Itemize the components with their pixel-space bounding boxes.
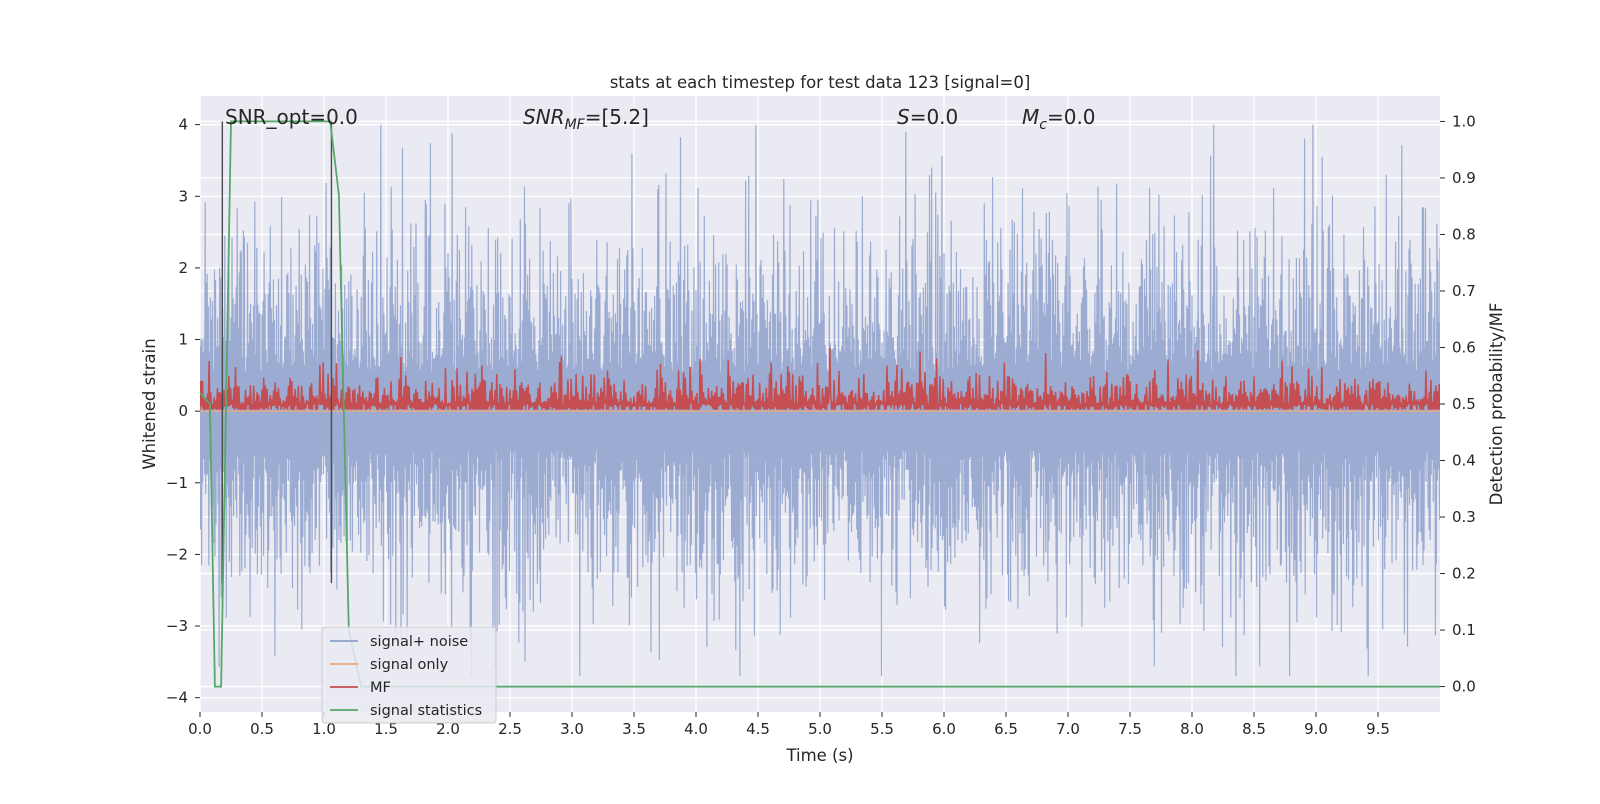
x-tick-label: 6.0 — [932, 720, 956, 738]
y-right-tick-label: 0.1 — [1452, 621, 1476, 639]
x-tick-label: 0.5 — [250, 720, 274, 738]
y-tick-label: −4 — [166, 689, 188, 707]
annotation-snr-opt: SNR_opt=0.0 — [225, 105, 358, 129]
x-tick-label: 2.5 — [498, 720, 522, 738]
y-right-tick-label: 0.8 — [1452, 225, 1476, 243]
x-tick-label: 1.5 — [374, 720, 398, 738]
x-tick-label: 3.5 — [622, 720, 646, 738]
ticks: 0.0 0.5 1.0 1.5 2.0 2.5 3.0 3.5 4.0 4.5 5.0 5.5 6.0 6… — [166, 112, 1476, 738]
y-right-tick-label: 0.9 — [1452, 169, 1476, 187]
x-tick-label: 8.0 — [1180, 720, 1204, 738]
series-mf-line — [200, 347, 1440, 410]
legend-label-mf: MF — [370, 680, 391, 696]
legend-label-signal-only: signal only — [370, 657, 449, 673]
x-tick-label: 4.5 — [746, 720, 770, 738]
x-tick-label: 0.0 — [188, 720, 212, 738]
y-tick-label: −3 — [166, 617, 188, 635]
x-tick-label: 1.0 — [312, 720, 336, 738]
x-tick-label: 7.5 — [1118, 720, 1142, 738]
y-tick-label: −1 — [166, 474, 188, 492]
annotation-snr-mf: SNRMF=[5.2] — [523, 105, 649, 133]
x-tick-label: 4.0 — [684, 720, 708, 738]
legend-label-signal-statistics: signal statistics — [370, 703, 482, 719]
x-tick-label: 2.0 — [436, 720, 460, 738]
y-right-tick-label: 0.5 — [1452, 395, 1476, 413]
x-tick-label: 7.0 — [1056, 720, 1080, 738]
y-right-tick-label: 0.4 — [1452, 452, 1476, 470]
y-axis-label: Whitened strain — [140, 338, 159, 469]
y-right-tick-label: 0.6 — [1452, 338, 1476, 356]
y-tick-label: 0 — [178, 402, 188, 420]
x-tick-label: 9.5 — [1366, 720, 1390, 738]
x-tick-label: 3.0 — [560, 720, 584, 738]
x-tick-label: 9.0 — [1304, 720, 1328, 738]
legend-box — [321, 626, 497, 724]
legend: signal+ noise signal only MF signal stat… — [321, 626, 497, 724]
x-tick-label: 5.0 — [808, 720, 832, 738]
annotation-mc: Mc=0.0 — [1022, 105, 1096, 133]
x-axis-label: Time (s) — [785, 746, 853, 765]
y-right-tick-label: 1.0 — [1452, 112, 1476, 130]
y-right-tick-label: 0.7 — [1452, 282, 1476, 300]
y-right-tick-label: 0.3 — [1452, 508, 1476, 526]
chart-title: stats at each timestep for test data 123… — [610, 73, 1031, 92]
y-tick-label: 1 — [178, 331, 188, 349]
x-tick-label: 5.5 — [870, 720, 894, 738]
y-tick-label: −2 — [166, 545, 188, 563]
y-tick-label: 3 — [178, 187, 188, 205]
y-right-tick-label: 0.2 — [1452, 565, 1476, 583]
series-signal-noise-line — [200, 124, 1440, 677]
y-right-tick-label: 0.0 — [1452, 678, 1476, 696]
y-axis-label-right: Detection probability/MF — [1487, 303, 1506, 506]
x-tick-label: 6.5 — [994, 720, 1018, 738]
legend-label-signal-noise: signal+ noise — [370, 634, 468, 650]
annotation-s: S=0.0 — [897, 105, 958, 129]
y-tick-label: 4 — [178, 116, 188, 134]
x-tick-label: 8.5 — [1242, 720, 1266, 738]
y-tick-label: 2 — [178, 259, 188, 277]
